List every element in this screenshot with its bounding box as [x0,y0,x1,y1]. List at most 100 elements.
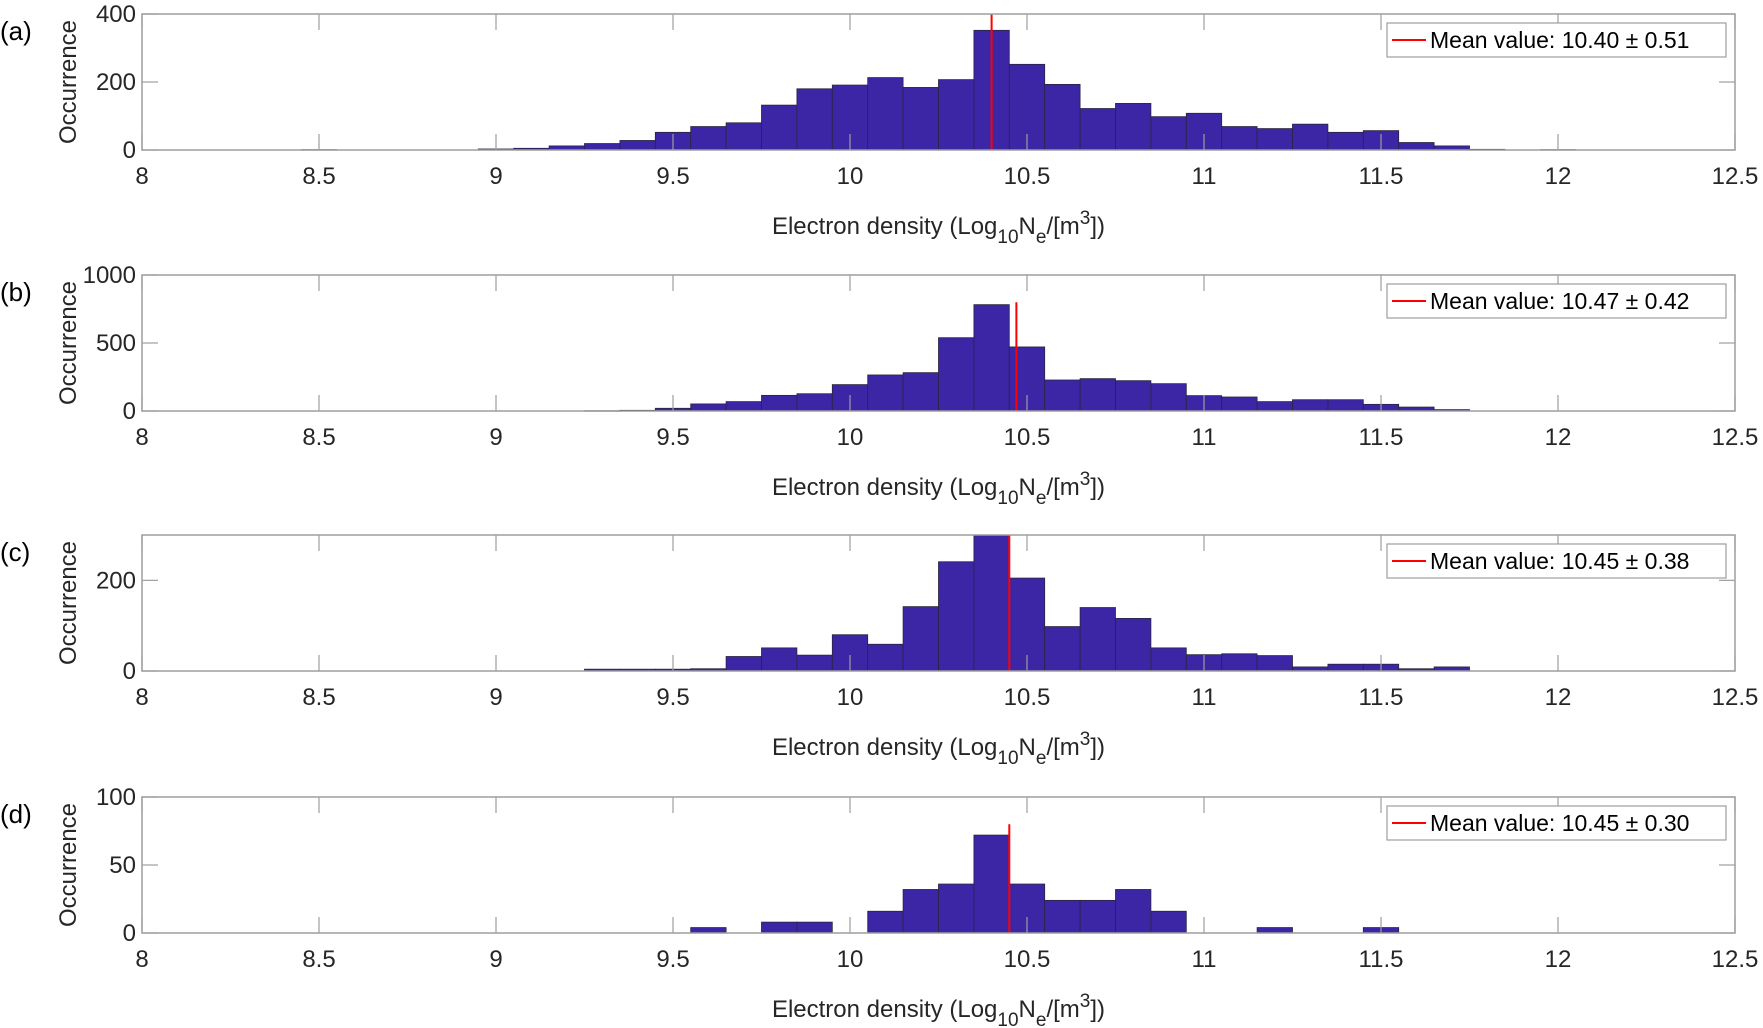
legend: Mean value: 10.45 ± 0.30 [1386,805,1727,841]
panel-label: (a) [0,16,32,46]
histogram-bar [725,401,762,412]
x-label-superscript: 3 [1080,469,1091,490]
x-tick-label: 9 [489,684,502,711]
histogram-bar [1292,399,1329,412]
y-axis-label: Occurrence [55,281,82,405]
x-axis-label: Electron density (Log10Ne/[m3]) [772,991,1105,1028]
x-tick-label: 9.5 [656,946,689,973]
y-tick-label: 400 [96,1,136,28]
x-tick-label: 11.5 [1359,684,1404,711]
histogram-bar [796,654,833,672]
histogram-bar [1327,131,1364,151]
histogram-bar [1079,899,1116,934]
histogram-bar [584,143,621,151]
y-tick-label: 0 [123,920,136,947]
x-tick-label: 9 [489,946,502,973]
x-tick-label: 11.5 [1359,946,1404,973]
x-tick-label: 9 [489,163,502,190]
x-tick-label: 9.5 [656,163,689,190]
y-tick-label: 200 [96,69,136,96]
histogram-bar [796,921,833,934]
histogram-bar [938,79,975,151]
histogram-bar [1256,655,1293,672]
histogram-bar [1115,103,1152,151]
histogram-bar [796,393,833,412]
histogram-bar [902,87,939,151]
y-tick-label: 500 [96,330,136,357]
x-tick-label: 8.5 [302,684,335,711]
x-tick-label: 10.5 [1004,684,1051,711]
x-tick-label: 11 [1192,424,1217,451]
x-tick-label: 12 [1545,163,1572,190]
histogram-bar [690,403,727,412]
y-tick-label: 1000 [83,262,136,289]
histogram-bar [1115,618,1152,672]
histogram-bar [761,647,798,672]
x-tick-label: 11 [1192,163,1217,190]
x-label-subscript: 10 [997,488,1018,509]
histogram-bar [1327,399,1364,412]
histogram-bar [1115,380,1152,412]
histogram-bar [619,140,656,151]
histogram-bar [973,534,1010,672]
x-tick-label: 8 [135,163,148,190]
y-axis-label: Occurrence [55,541,82,665]
x-label-text: Electron density (Log [772,734,997,761]
legend-label: Mean value: 10.45 ± 0.30 [1430,810,1689,836]
x-label-text: N [1019,213,1036,240]
x-label-text: ]) [1090,734,1105,761]
histogram-bar [938,883,975,934]
y-tick-label: 0 [123,398,136,425]
x-label-text: N [1019,474,1036,501]
panel-label: (d) [0,799,32,829]
histogram-bar [1292,123,1329,151]
x-tick-label: 10 [837,946,864,973]
panel-label: (b) [0,277,32,307]
histogram-bar [867,643,904,672]
histogram-bar [1256,128,1293,151]
x-tick-label: 8 [135,424,148,451]
histogram-bar [761,394,798,412]
x-tick-label: 12.5 [1712,684,1759,711]
x-label-text: Electron density (Log [772,996,997,1023]
x-label-superscript: 3 [1080,991,1091,1012]
x-tick-label: 12.5 [1712,946,1759,973]
histogram-bar [796,88,833,151]
x-label-text: Electron density (Log [772,213,997,240]
histogram-bar [1044,899,1081,934]
x-tick-label: 8.5 [302,163,335,190]
x-tick-label: 9.5 [656,684,689,711]
y-tick-label: 0 [123,658,136,685]
histogram-bar [1079,378,1116,412]
histogram-bar [1398,142,1435,151]
histogram-panel-a: 8 8.5 9 9.5 10 10.5 11 11.5 12 12.5 0 200 400 Electro… [0,1,1758,248]
legend-box [1386,22,1727,58]
x-label-text: N [1019,996,1036,1023]
histogram-bar [1044,379,1081,412]
x-label-text: ]) [1090,474,1105,501]
histogram-bar [1044,626,1081,672]
x-tick-label: 8 [135,946,148,973]
x-tick-label: 11 [1192,684,1217,711]
y-axis-label: Occurrence [55,20,82,144]
x-tick-label: 10 [837,163,864,190]
x-label-subscript: e [1036,488,1047,509]
panel-label: (c) [0,537,30,567]
x-tick-label: 11.5 [1359,424,1404,451]
x-tick-label: 12 [1545,946,1572,973]
x-label-subscript: 10 [997,1010,1018,1028]
histogram-bar [973,304,1010,412]
x-label-superscript: 3 [1080,208,1091,229]
x-label-text: ]) [1090,213,1105,240]
histogram-bar [1150,116,1187,151]
histogram-bar [1256,927,1293,934]
histogram-bar [867,77,904,151]
legend-box [1386,543,1727,579]
x-label-text: Electron density (Log [772,474,997,501]
x-tick-label: 9 [489,424,502,451]
x-label-subscript: e [1036,748,1047,769]
x-tick-label: 12.5 [1712,424,1759,451]
x-axis-label: Electron density (Log10Ne/[m3]) [772,729,1105,769]
histogram-bar [1150,383,1187,412]
